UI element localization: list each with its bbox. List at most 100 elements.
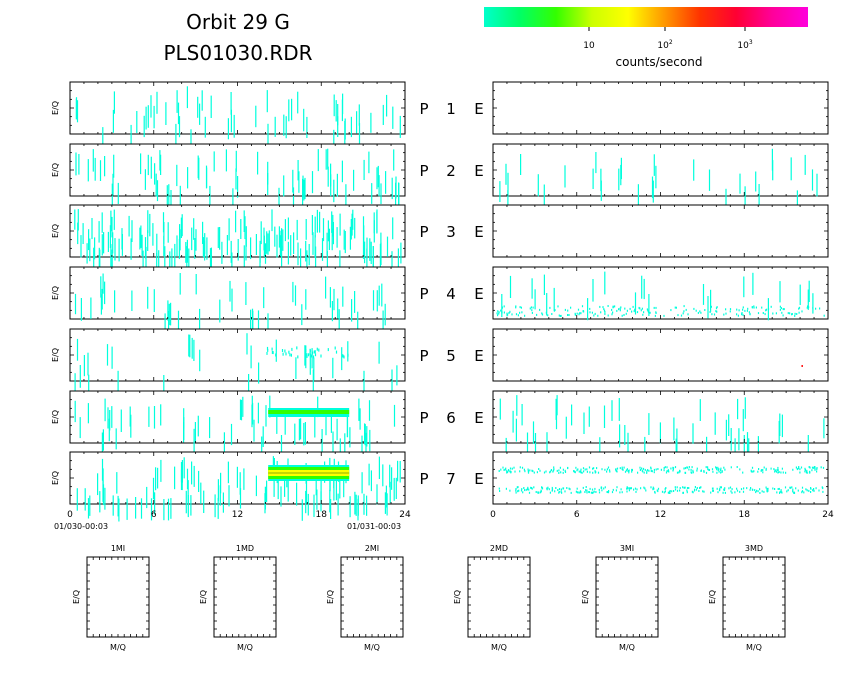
left-3-count-mark <box>328 228 330 250</box>
left-7-count-mark <box>198 470 200 492</box>
right-7-count-mark <box>648 469 650 472</box>
right-7-count-mark <box>688 487 690 489</box>
left-5-count-mark <box>248 374 250 395</box>
right-4-count-mark <box>643 278 645 300</box>
right-7-count-mark <box>816 470 818 473</box>
left-7-count-mark <box>301 499 303 521</box>
panel-right-6 <box>492 390 829 461</box>
left-7-count-mark <box>228 485 230 507</box>
mass-panel-ylabel: E/Q <box>453 590 462 604</box>
right-4-count-mark <box>801 310 803 313</box>
right-7-count-mark <box>705 471 708 474</box>
right-7-count-mark <box>579 491 581 494</box>
right-4-count-mark <box>501 294 503 317</box>
left-6-count-mark <box>300 418 302 440</box>
left-3-count-mark <box>88 229 90 251</box>
right-7-count-mark <box>586 489 588 492</box>
right-4-count-mark <box>603 308 605 311</box>
left-6-count-mark <box>330 410 332 433</box>
right-7-count-mark <box>756 489 758 492</box>
right-7-count-mark <box>578 470 580 473</box>
right-7-count-mark <box>642 467 645 470</box>
panel-ylabel: E/Q <box>51 163 60 177</box>
right-6-count-mark <box>748 438 750 461</box>
right-4-count-mark <box>619 307 621 310</box>
left-5-count-mark <box>258 362 260 384</box>
left-4-count-mark <box>100 294 102 315</box>
right-7-count-mark <box>522 491 524 494</box>
left-5-count-mark <box>189 334 191 358</box>
right-4-count-mark <box>710 289 712 312</box>
left-3-count-mark <box>210 247 212 268</box>
right-7-count-mark <box>782 471 784 474</box>
left-2-count-mark <box>304 177 306 200</box>
right-7-count-mark <box>684 486 686 489</box>
right-7-count-mark <box>755 491 757 494</box>
right-4-count-mark <box>530 306 532 309</box>
right-6-count-mark <box>618 398 620 421</box>
panel-5-burst-mark <box>305 349 307 352</box>
right-7-count-mark <box>723 466 725 469</box>
right-7-count-mark <box>691 471 693 474</box>
right-7-count-mark <box>526 488 528 491</box>
right-7-count-mark <box>652 486 654 489</box>
right-7-count-mark <box>805 488 807 491</box>
right-7-count-mark <box>626 486 628 489</box>
right-7-count-mark <box>651 470 653 473</box>
panel-5-burst-mark <box>327 348 329 352</box>
right-7-count-mark <box>631 468 633 471</box>
left-5-count-mark <box>305 345 307 369</box>
left-7-count-mark <box>219 485 221 506</box>
left-1-count-mark <box>230 109 232 133</box>
right-7-count-mark <box>499 490 501 492</box>
right-6-count-mark <box>738 428 740 451</box>
left-1-count-mark <box>75 97 78 119</box>
right-7-count-mark <box>730 466 732 469</box>
left-7-count-mark <box>193 465 195 487</box>
left-1-count-mark <box>335 100 337 122</box>
right-7-count-mark <box>778 471 780 473</box>
left-6-count-mark <box>240 399 243 421</box>
left-2-count-mark <box>257 151 259 175</box>
panel-frame <box>69 266 406 320</box>
left-3-count-mark <box>312 232 314 255</box>
left-6-count-mark <box>129 406 131 427</box>
left-3-count-mark <box>266 231 268 254</box>
right-7-count-mark <box>502 466 504 469</box>
right-7-count-mark <box>682 486 684 489</box>
right-6-count-mark <box>627 432 629 454</box>
right-7-count-mark <box>814 466 816 469</box>
left-4-count-mark <box>179 273 181 295</box>
panel-5-burst-mark <box>284 349 286 353</box>
x-tick-label-left: 0 <box>67 510 73 520</box>
left-6-count-mark <box>104 398 106 422</box>
left-3-count-mark <box>89 238 91 262</box>
right-7-count-mark <box>784 486 787 489</box>
panel-ylabel: E/Q <box>51 348 60 362</box>
left-7-count-mark <box>307 493 309 516</box>
panel-left-4: E/Q <box>51 266 406 336</box>
left-2-count-mark <box>213 151 215 172</box>
right-7-count-mark <box>809 466 811 469</box>
right-4-count-mark <box>587 298 589 321</box>
right-7-count-mark <box>665 487 667 489</box>
left-2-count-mark <box>317 149 319 172</box>
left-1-count-mark <box>356 111 358 134</box>
right-7-count-mark <box>813 489 815 492</box>
right-7-count-mark <box>801 486 804 489</box>
right-4-count-mark <box>602 306 604 309</box>
right-7-count-mark <box>553 468 555 471</box>
right-7-count-mark <box>598 488 600 491</box>
title-line-2: PLS01030.RDR <box>163 41 312 65</box>
right-7-count-mark <box>718 468 720 471</box>
right-7-count-mark <box>564 469 566 472</box>
right-7-count-mark <box>674 488 677 491</box>
left-5-count-mark <box>341 347 343 371</box>
right-7-count-mark <box>773 468 775 471</box>
right-7-count-mark <box>576 487 578 490</box>
right-7-count-mark <box>518 489 520 492</box>
right-2-count-mark <box>505 163 507 185</box>
left-3-count-mark <box>179 229 181 251</box>
right-6-count-mark <box>619 424 621 448</box>
right-7-count-mark <box>589 471 591 474</box>
